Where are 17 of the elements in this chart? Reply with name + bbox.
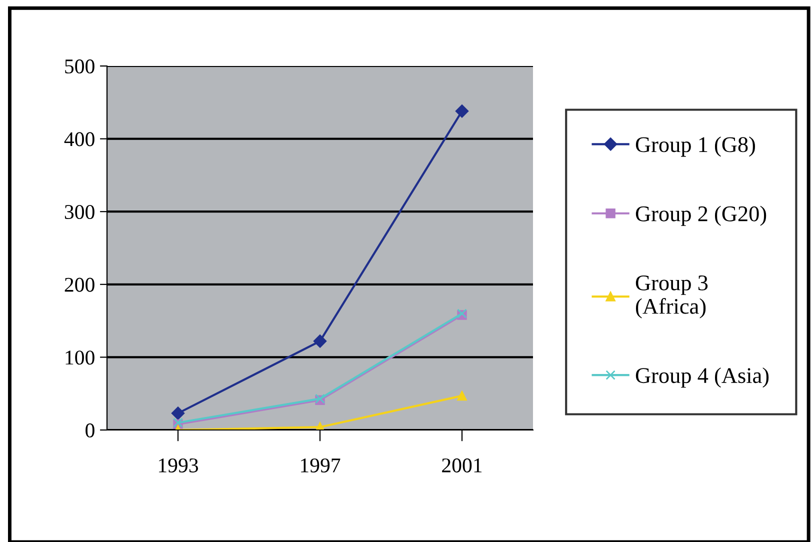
y-tick-label: 300: [64, 204, 94, 220]
point: [171, 406, 185, 420]
legend-label: Group 3 (Africa): [636, 275, 708, 318]
y-tick-label: 0: [86, 423, 94, 438]
y-tick-label: 200: [64, 278, 94, 292]
legend-label: Group 1 (G8): [636, 136, 755, 157]
y-tick-label: 500: [65, 59, 94, 74]
legend-label: Group 2 (G20): [636, 206, 766, 226]
x-tick-label: 1997: [301, 458, 340, 472]
point: [313, 334, 327, 348]
point: [455, 104, 469, 118]
x-tick-label: 2001: [442, 458, 482, 472]
point: [457, 390, 467, 401]
x-tick-label: 1993: [159, 458, 198, 472]
legend-label: Group 4 (Asia): [636, 367, 769, 388]
y-tick-label: 400: [64, 132, 94, 146]
y-tick-label: 100: [66, 350, 94, 365]
